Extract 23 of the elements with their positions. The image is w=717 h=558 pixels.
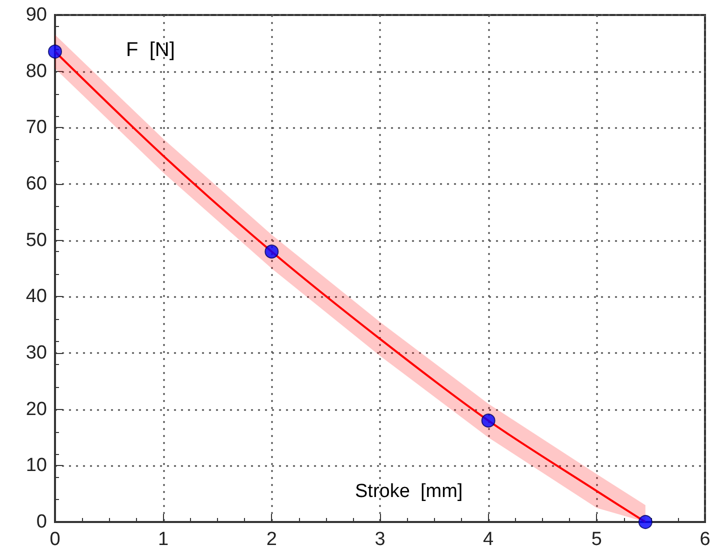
point [48,44,62,59]
x-tick-label: 4 [483,529,494,550]
x-axis-title: Stroke [mm] [355,481,463,502]
point [638,515,652,529]
x-tick-label: 5 [591,529,602,550]
x-tick-label: 0 [50,529,60,550]
y-axis-title: F [N] [126,39,175,61]
x-tick-label: 3 [374,529,386,550]
y-tick-label: 20 [26,398,47,420]
y-tick-label: 80 [26,60,47,82]
y-tick-label: 70 [26,117,47,138]
point [481,414,496,428]
y-tick-label: 30 [26,342,47,364]
y-tick-label: 0 [36,512,47,532]
y-tick-label: 90 [26,4,47,26]
x-tick-label: 1 [158,529,169,550]
x-tick-label: 2 [266,529,277,550]
point [264,244,279,259]
x-tick-label: 6 [700,529,710,550]
y-tick-label: 60 [26,174,47,194]
y-tick-label: 10 [26,455,47,476]
y-tick-label: 50 [26,230,47,251]
y-tick-label: 40 [26,286,47,308]
